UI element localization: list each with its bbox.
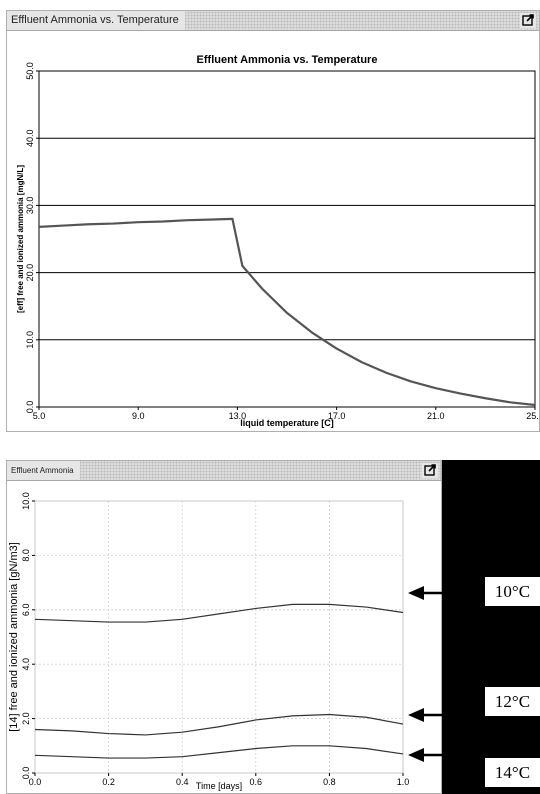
y-tick-label: 40.0 — [25, 129, 35, 147]
y-tick-label: 30.0 — [25, 197, 35, 215]
series-line-2 — [34, 745, 404, 759]
x-tick-label: 9.0 — [132, 411, 145, 421]
effluent-ammonia-time-chart: 0.0 0.2 0.4 0.6 0.8 1.0 0.0 2.0 4.0 6.0 8.0 10.0 Tim… — [8, 492, 410, 791]
x-tick-label: 5.0 — [33, 411, 46, 421]
panel-title: Effluent Ammonia — [7, 461, 80, 480]
y-tick-label: 10.0 — [25, 331, 35, 349]
y-axis-label: [14] free and ionized ammonia [gN/m3] — [8, 542, 20, 732]
temperature-label-12c: 12°C — [484, 686, 540, 717]
x-tick-label: 1.0 — [397, 777, 410, 787]
x-tick-label: 0.2 — [102, 777, 115, 787]
chart-title: Effluent Ammonia vs. Temperature — [197, 54, 378, 66]
y-tick-label: 2.0 — [21, 712, 31, 725]
y-tick-label: 6.0 — [21, 604, 31, 617]
y-tick-label: 20.0 — [25, 264, 35, 282]
temperature-label-14c: 14°C — [484, 757, 540, 788]
x-tick-label: 25.0 — [526, 411, 539, 421]
effluent-ammonia-vs-temperature-chart: 5.0 9.0 13.0 17.0 21.0 25.0 0.0 10.0 20.0 30.0 40.… — [16, 54, 539, 428]
y-tick-label: 8.0 — [21, 549, 31, 562]
plot-area — [38, 70, 536, 408]
x-axis-label: liquid temperature [C] — [240, 418, 334, 428]
x-tick-label: 0.8 — [323, 777, 336, 787]
x-tick-label: 0.0 — [29, 777, 42, 787]
x-tick-label: 0.6 — [250, 777, 263, 787]
y-tick-label: 10.0 — [21, 492, 31, 510]
temperature-label-10c: 10°C — [484, 576, 540, 607]
y-tick-label: 4.0 — [21, 658, 31, 671]
x-tick-label: 17.0 — [328, 411, 346, 421]
y-tick-label: 0.0 — [21, 767, 31, 780]
x-axis-label: Time [days] — [196, 781, 242, 791]
maximize-icon[interactable] — [520, 13, 536, 28]
black-background — [442, 460, 540, 794]
x-tick-label: 0.4 — [176, 777, 189, 787]
y-axis-label: [eff] free and ionized ammonia [mgN/L] — [16, 165, 25, 313]
plot-area — [34, 500, 404, 774]
panel-title: Effluent Ammonia vs. Temperature — [7, 11, 185, 30]
y-tick-label: 50.0 — [25, 62, 35, 80]
x-tick-label: 13.0 — [229, 411, 247, 421]
x-tick-label: 21.0 — [427, 411, 445, 421]
y-tick-label: 0.0 — [25, 401, 35, 414]
series-line-0 — [34, 603, 404, 623]
panel-titlebar[interactable]: Effluent Ammonia — [7, 461, 441, 481]
temperature-chart-panel: Effluent Ammonia vs. Temperature 5.0 9.0 1… — [6, 10, 540, 432]
time-series-chart-panel: Effluent Ammonia 0.0 0.2 0.4 0.6 0.8 1.0 0.0 2.… — [6, 460, 442, 794]
series-line-0 — [38, 217, 536, 407]
panel-titlebar[interactable]: Effluent Ammonia vs. Temperature — [7, 11, 539, 31]
series-line-1 — [34, 713, 404, 736]
maximize-icon[interactable] — [422, 463, 438, 478]
